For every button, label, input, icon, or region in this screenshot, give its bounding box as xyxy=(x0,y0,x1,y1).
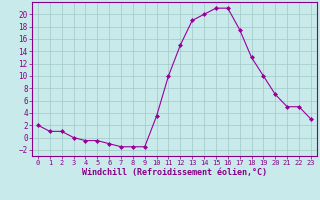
X-axis label: Windchill (Refroidissement éolien,°C): Windchill (Refroidissement éolien,°C) xyxy=(82,168,267,177)
